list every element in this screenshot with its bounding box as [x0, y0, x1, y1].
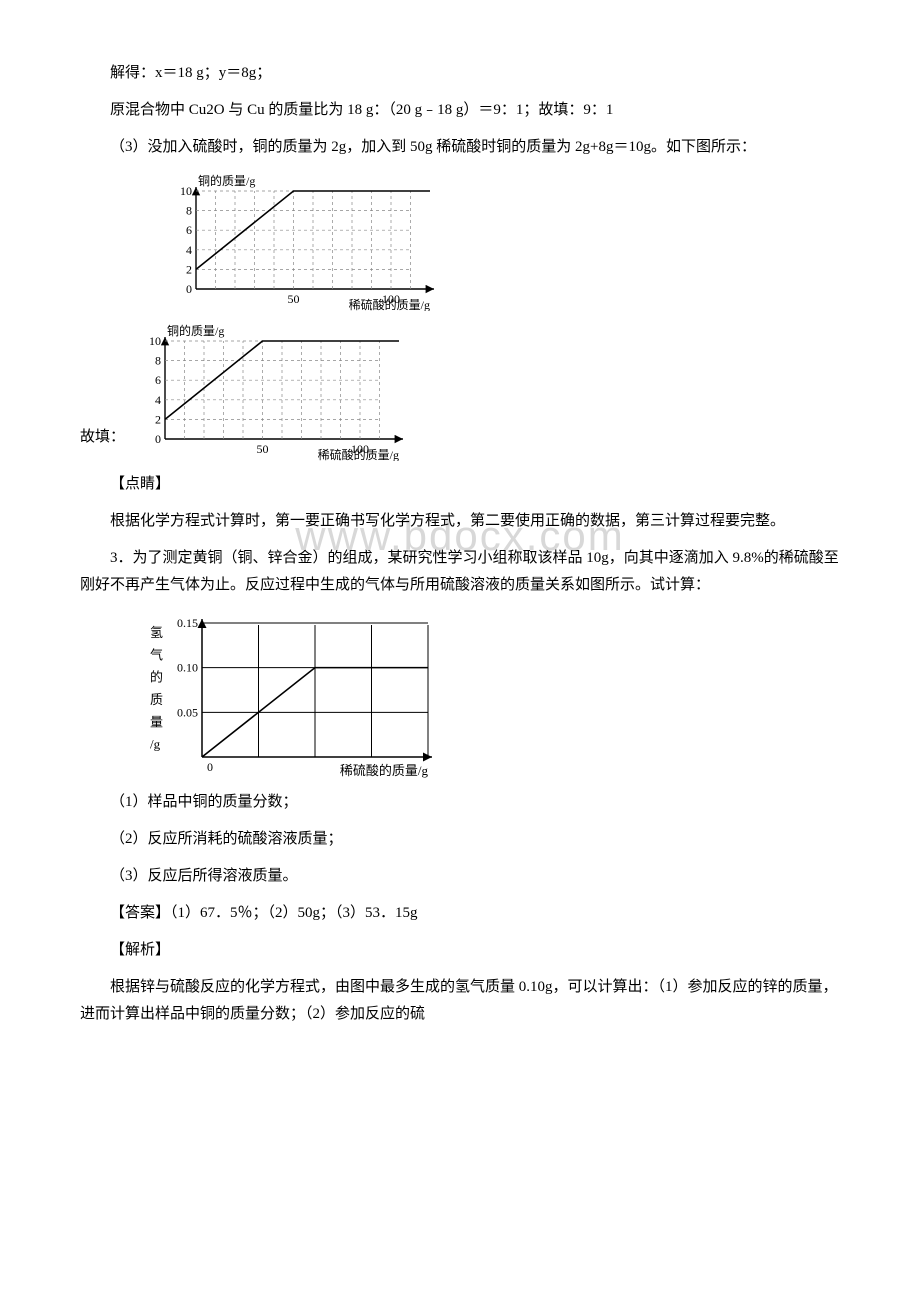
text-p6: 3．为了测定黄铜（铜、锌合金）的组成，某研究性学习小组称取该样品 10g，向其中…: [80, 545, 840, 599]
svg-text:4: 4: [186, 243, 192, 257]
text-p4: 【点睛】: [80, 471, 840, 498]
svg-text:2: 2: [186, 262, 192, 276]
text-p11: 【解析】: [80, 937, 840, 964]
svg-text:8: 8: [155, 354, 161, 368]
svg-text:10: 10: [180, 184, 192, 198]
svg-text:0: 0: [186, 282, 192, 296]
chart-copper-2: 024681050100铜的质量/g稀硫酸的质量/g: [129, 321, 409, 461]
svg-text:6: 6: [186, 223, 192, 237]
svg-text:0: 0: [207, 760, 213, 774]
text-p9: （3）反应后所得溶液质量。: [80, 863, 840, 890]
svg-text:0: 0: [155, 432, 161, 446]
svg-text:6: 6: [155, 373, 161, 387]
svg-text:铜的质量/g: 铜的质量/g: [198, 173, 255, 188]
svg-text:的: 的: [150, 670, 163, 685]
svg-text:0.05: 0.05: [177, 705, 198, 719]
svg-text:50: 50: [288, 292, 300, 306]
svg-text:氢: 氢: [150, 625, 163, 640]
chart-hydrogen: 0.05 0.10 0.15 0 氢气的质量/g 稀硫酸的质量/g: [140, 609, 840, 779]
text-p3: （3）没加入硫酸时，铜的质量为 2g，加入到 50g 稀硫酸时铜的质量为 2g+…: [80, 134, 840, 161]
svg-text:0.10: 0.10: [177, 661, 198, 675]
text-p2: 原混合物中 Cu2O 与 Cu 的质量比为 18 g：（20 g﹣18 g）＝9…: [80, 97, 840, 124]
svg-text:量: 量: [150, 714, 163, 729]
text-p7: （1）样品中铜的质量分数；: [80, 789, 840, 816]
svg-text:50: 50: [257, 442, 269, 456]
text-p1: 解得：x＝18 g；y＝8g；: [80, 60, 840, 87]
chart-copper-1: 024681050100铜的质量/g稀硫酸的质量/g: [160, 171, 840, 311]
svg-text:质: 质: [150, 692, 163, 707]
svg-text:8: 8: [186, 204, 192, 218]
svg-text:铜的质量/g: 铜的质量/g: [167, 323, 224, 338]
svg-text:稀硫酸的质量/g: 稀硫酸的质量/g: [340, 763, 429, 778]
inline-prefix: 故填：: [80, 424, 125, 461]
text-p8: （2）反应所消耗的硫酸溶液质量；: [80, 826, 840, 853]
svg-text:10: 10: [149, 334, 161, 348]
text-p12: 根据锌与硫酸反应的化学方程式，由图中最多生成的氢气质量 0.10g，可以计算出：…: [80, 974, 840, 1028]
svg-text:0.15: 0.15: [177, 616, 198, 630]
text-p10: 【答案】（1）67．5％；（2）50g；（3）53．15g: [80, 900, 840, 927]
text-p5: 根据化学方程式计算时，第一要正确书写化学方程式，第二要使用正确的数据，第三计算过…: [80, 508, 840, 535]
svg-text:4: 4: [155, 393, 161, 407]
svg-text:稀硫酸的质量/g: 稀硫酸的质量/g: [349, 297, 430, 311]
svg-text:/g: /g: [150, 737, 161, 752]
svg-text:2: 2: [155, 412, 161, 426]
svg-text:稀硫酸的质量/g: 稀硫酸的质量/g: [318, 447, 399, 461]
svg-text:气: 气: [150, 647, 163, 662]
chart-copper-2-row: 故填： 024681050100铜的质量/g稀硫酸的质量/g: [80, 321, 840, 461]
